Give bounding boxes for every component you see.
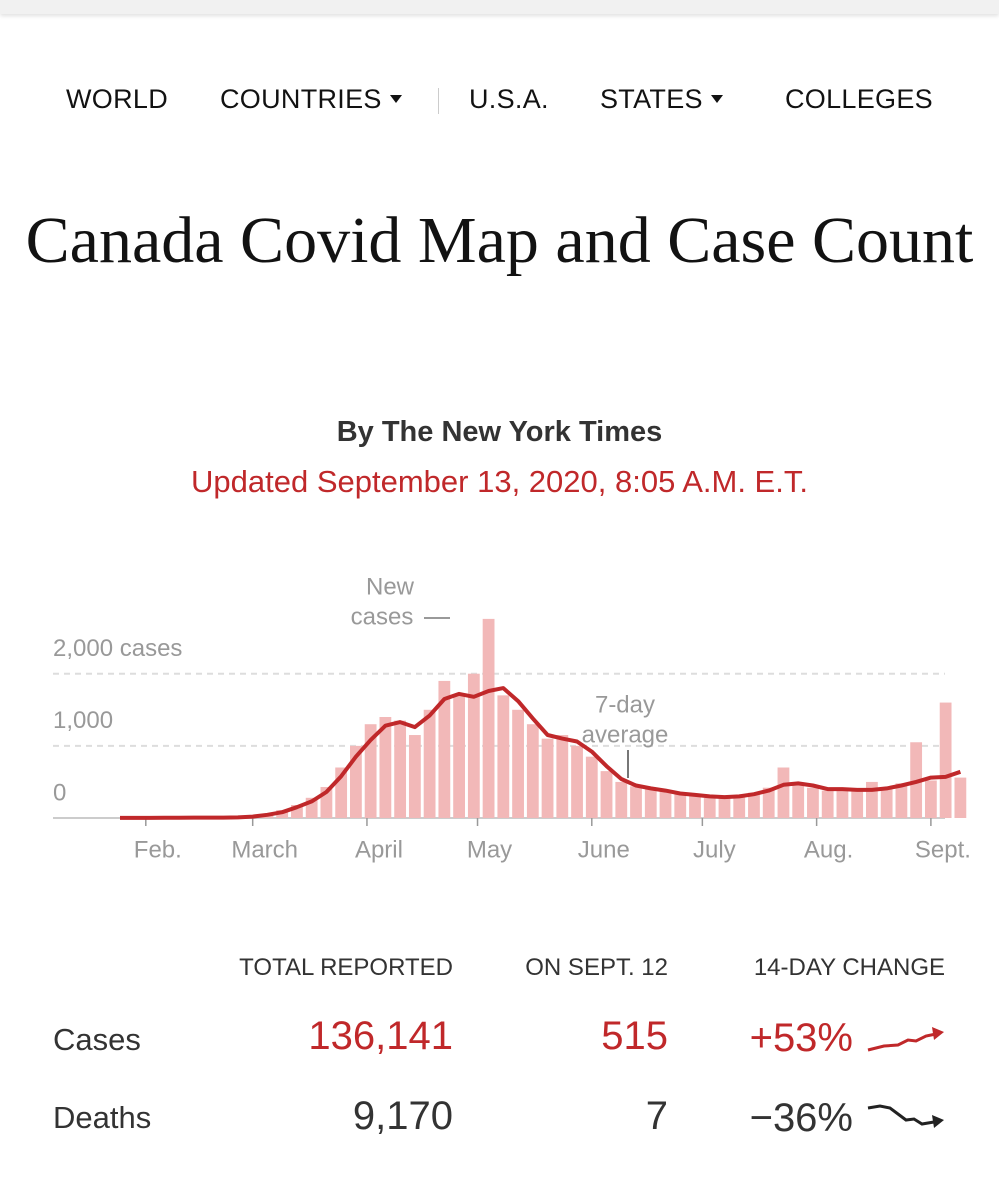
bar [320, 786, 333, 818]
bar [600, 771, 613, 818]
bar [630, 786, 642, 818]
bar [364, 724, 377, 818]
annotation: cases [351, 603, 414, 630]
column-header: ON SEPT. 12 [525, 954, 668, 981]
nav-item[interactable]: STATES [600, 84, 723, 115]
updated: Updated September 13, 2020, 8:05 A.M. E.… [191, 464, 808, 499]
bar [512, 709, 524, 818]
bar [541, 738, 554, 818]
bar [556, 735, 569, 818]
nav-item[interactable]: COLLEGES [785, 84, 933, 114]
spark-line [867, 1104, 935, 1126]
nav-label: COUNTRIES [220, 84, 382, 114]
cell: −36% [749, 1096, 853, 1140]
cell: 9,170 [352, 1094, 453, 1138]
x-tick-label: May [467, 836, 512, 863]
bar [866, 781, 878, 818]
nav-item[interactable]: COUNTRIES [220, 84, 402, 115]
x-tick-label: March [231, 836, 298, 863]
bar [644, 789, 657, 818]
sparkline [867, 1104, 944, 1128]
nav-item[interactable]: WORLD [66, 84, 168, 114]
bar [571, 745, 583, 818]
annotation: New [366, 573, 415, 600]
page-title: Canada Covid Map and Case Count [25, 204, 974, 277]
spark-line [867, 1032, 937, 1052]
cell: 515 [601, 1014, 668, 1058]
y-tick-label: 0 [53, 779, 66, 806]
bar [526, 724, 539, 818]
bar [585, 756, 598, 818]
bar [453, 695, 465, 818]
spark-arrow [932, 1115, 944, 1128]
bar [689, 795, 701, 818]
row-label: Cases [53, 1022, 141, 1057]
x-tick-label: Feb. [134, 836, 182, 863]
bar [497, 695, 510, 818]
nav-divider [438, 88, 439, 114]
bar [674, 794, 687, 818]
bar [777, 767, 790, 818]
cell: +53% [749, 1016, 853, 1060]
bar [291, 805, 303, 818]
bar [939, 702, 952, 818]
bar [851, 789, 864, 818]
bar [880, 789, 893, 818]
bar [807, 787, 819, 818]
x-tick-label: July [693, 836, 736, 863]
column-header: 14-DAY CHANGE [753, 954, 945, 981]
x-tick-label: April [355, 836, 403, 863]
bar [482, 618, 495, 818]
row-label: Deaths [53, 1100, 152, 1135]
bar [423, 709, 436, 818]
bar [394, 720, 407, 818]
x-tick-label: Sept. [915, 836, 971, 863]
nav-label: STATES [600, 84, 703, 114]
cell: 7 [645, 1094, 668, 1138]
bar [924, 780, 937, 818]
bar [703, 797, 716, 818]
bar [438, 680, 451, 818]
bar [836, 788, 849, 818]
bar [821, 790, 834, 818]
sparkline [867, 1027, 944, 1052]
bar [718, 796, 731, 818]
caret [710, 95, 723, 103]
byline: By The New York Times [336, 416, 663, 448]
bar [733, 795, 746, 818]
chart: 0 1,000 2,000 cases Feb. March April May June Ju… [53, 573, 971, 863]
caret [389, 95, 402, 103]
bar [748, 792, 760, 818]
annotation: 7-day [595, 691, 655, 718]
bar [349, 745, 362, 818]
bar [659, 791, 672, 818]
spark-arrow [932, 1027, 944, 1040]
x-tick-label: June [578, 836, 630, 863]
bar [954, 777, 967, 818]
annotation: average [582, 721, 669, 748]
bar [615, 781, 628, 818]
x-tick-label: Aug. [804, 836, 853, 863]
column-header: TOTAL REPORTED [239, 954, 453, 981]
bar [792, 785, 805, 818]
cell: 136,141 [308, 1014, 453, 1058]
bar [335, 767, 348, 818]
average-line [120, 686, 962, 820]
bar [762, 787, 775, 818]
bar [379, 717, 392, 818]
bar [408, 735, 421, 818]
bar [895, 783, 908, 818]
y-tick-label: 1,000 [53, 707, 113, 734]
bar [305, 797, 318, 818]
y-tick-label: 2,000 cases [53, 635, 182, 662]
top-bar [0, 0, 999, 14]
nav-item[interactable]: U.S.A. [469, 84, 549, 114]
bar [467, 673, 480, 818]
